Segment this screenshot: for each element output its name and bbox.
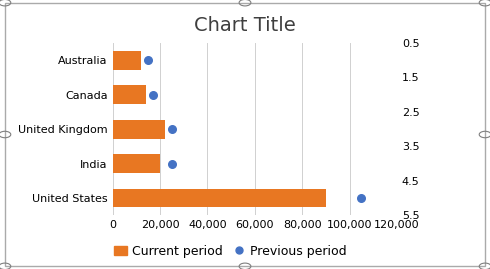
Point [168, 161, 176, 166]
Bar [113, 85, 146, 104]
Bar [113, 154, 160, 173]
Bar [113, 189, 326, 207]
Point [358, 196, 366, 200]
Text: Chart Title: Chart Title [194, 16, 296, 35]
Point [144, 58, 152, 62]
Bar [113, 51, 141, 70]
Bar [113, 120, 165, 139]
Legend: Current period, Previous period: Current period, Previous period [109, 240, 351, 263]
Point [168, 127, 176, 131]
Point [149, 93, 157, 97]
